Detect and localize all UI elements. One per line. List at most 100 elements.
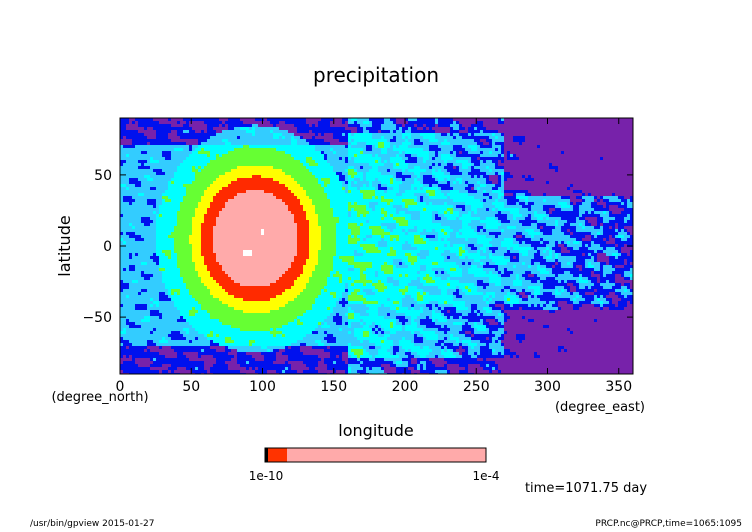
- heatmap-cell: [195, 265, 208, 269]
- heatmap-cell: [594, 271, 604, 275]
- heatmap-cell: [450, 175, 472, 179]
- heatmap-cell: [477, 358, 484, 362]
- heatmap-cell: [327, 340, 337, 344]
- heatmap-cell: [153, 340, 160, 344]
- heatmap-cell: [363, 301, 379, 305]
- heatmap-cell: [372, 229, 385, 233]
- heatmap-cell: [336, 304, 343, 308]
- heatmap-cell: [243, 253, 253, 257]
- heatmap-cell: [474, 175, 478, 179]
- heatmap-cell: [504, 334, 517, 338]
- heatmap-cell: [255, 127, 280, 131]
- heatmap-cell: [492, 133, 496, 137]
- heatmap-cell: [573, 247, 580, 251]
- heatmap-cell: [336, 361, 346, 365]
- heatmap-cell: [201, 199, 214, 203]
- heatmap-cell: [150, 349, 175, 353]
- heatmap-cell: [507, 319, 529, 323]
- heatmap-cell: [489, 307, 493, 311]
- heatmap-cell: [210, 316, 298, 320]
- heatmap-cell: [354, 334, 364, 338]
- heatmap-cell: [336, 238, 349, 242]
- heatmap-cell: [393, 271, 418, 275]
- heatmap-cell: [363, 214, 367, 218]
- heatmap-cell: [462, 178, 487, 182]
- heatmap-cell: [336, 313, 340, 317]
- heatmap-cell: [417, 367, 421, 371]
- heatmap-cell: [498, 187, 505, 191]
- heatmap-cell: [492, 145, 502, 149]
- heatmap-cell: [426, 280, 436, 284]
- x-tick-label: 100: [249, 379, 276, 395]
- heatmap-cell: [315, 175, 340, 179]
- heatmap-cell: [378, 289, 385, 293]
- heatmap-cell: [309, 247, 322, 251]
- heatmap-cell: [453, 292, 460, 296]
- heatmap-cell: [120, 154, 127, 158]
- heatmap-cell: [423, 160, 427, 164]
- heatmap-cell: [522, 142, 633, 146]
- heatmap-cell: [531, 205, 544, 209]
- heatmap-cell: [150, 313, 163, 317]
- heatmap-cell: [315, 340, 322, 344]
- colorbar-segment-red: [268, 448, 287, 462]
- heatmap-cell: [618, 235, 625, 239]
- heatmap-cell: [201, 235, 214, 239]
- heatmap-cell: [396, 307, 400, 311]
- heatmap-cell: [129, 235, 142, 239]
- heatmap-cell: [120, 217, 142, 221]
- heatmap-cell: [192, 169, 199, 173]
- heatmap-cell: [252, 367, 256, 371]
- heatmap-cell: [516, 202, 520, 206]
- heatmap-cell: [438, 151, 451, 155]
- heatmap-cell: [483, 265, 499, 269]
- heatmap-cell: [354, 121, 358, 125]
- heatmap-cell: [525, 277, 541, 281]
- heatmap-cell: [120, 187, 127, 191]
- heatmap-cell: [366, 172, 382, 176]
- heatmap-cell: [144, 133, 157, 137]
- heatmap-cell: [309, 238, 322, 242]
- heatmap-cell: [210, 136, 238, 140]
- heatmap-cell: [564, 241, 568, 245]
- heatmap-cell: [360, 361, 364, 365]
- heatmap-cell: [306, 217, 319, 221]
- heatmap-cell: [294, 298, 316, 302]
- heatmap-cell: [177, 262, 196, 266]
- heatmap-cell: [519, 274, 523, 278]
- heatmap-cell: [360, 229, 373, 233]
- heatmap-cell: [471, 337, 487, 341]
- heatmap-cell: [327, 307, 331, 311]
- heatmap-cell: [363, 121, 370, 125]
- heatmap-cell: [438, 181, 448, 185]
- heatmap-cell: [303, 322, 319, 326]
- heatmap-cell: [408, 127, 412, 131]
- heatmap-cell: [120, 361, 124, 365]
- heatmap-cell: [624, 226, 633, 230]
- heatmap-cell: [150, 367, 169, 371]
- heatmap-cell: [369, 307, 379, 311]
- heatmap-cell: [348, 145, 352, 149]
- heatmap-cell: [342, 157, 346, 161]
- heatmap-cell: [366, 208, 373, 212]
- heatmap-cell: [393, 136, 397, 140]
- heatmap-cell: [339, 220, 367, 224]
- heatmap-cell: [414, 319, 421, 323]
- heatmap-cell: [600, 199, 604, 203]
- heatmap-cell: [441, 229, 445, 233]
- heatmap-cell: [306, 157, 313, 161]
- heatmap-cell: [348, 367, 352, 371]
- heatmap-cell: [381, 136, 385, 140]
- heatmap-cell: [570, 229, 577, 233]
- heatmap-cell: [177, 121, 181, 125]
- heatmap-cell: [372, 145, 376, 149]
- heatmap-cell: [348, 325, 352, 329]
- heatmap-cell: [207, 127, 214, 131]
- heatmap-cell: [348, 136, 373, 140]
- heatmap-cell: [477, 286, 484, 290]
- heatmap-cell: [540, 229, 553, 233]
- heatmap-cell: [420, 346, 424, 350]
- heatmap-cell: [297, 295, 319, 299]
- heatmap-cell: [393, 214, 412, 218]
- heatmap-cell: [603, 274, 607, 278]
